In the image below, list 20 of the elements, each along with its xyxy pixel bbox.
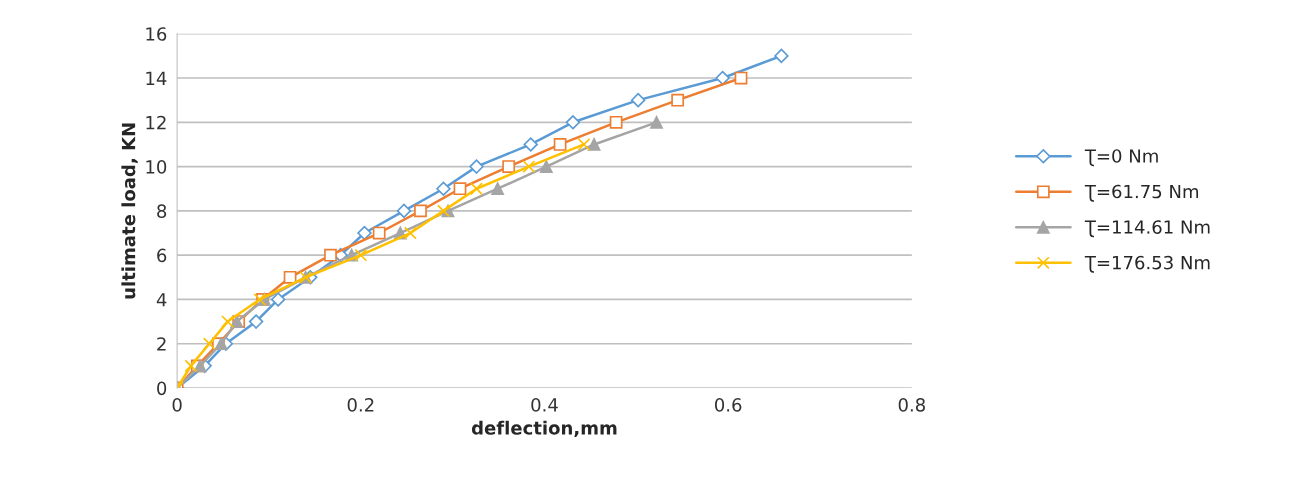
y-axis-title: ultimate load, KN bbox=[121, 123, 138, 299]
x-axis-title: deflection,mm bbox=[471, 420, 617, 438]
y-tick-label: 14 bbox=[146, 71, 167, 85]
legend-label: Ʈ=0 Nm bbox=[1084, 149, 1158, 167]
y-tick-label: 16 bbox=[146, 27, 167, 41]
y-tick-label: 12 bbox=[146, 115, 166, 130]
y-tick-label: 0 bbox=[157, 381, 167, 396]
x-tick-label: 0.4 bbox=[531, 398, 558, 412]
x-tick-label: 0 bbox=[172, 398, 182, 412]
legend-label: Ʈ=61.75 Nm bbox=[1084, 184, 1199, 202]
y-tick-label: 6 bbox=[157, 248, 167, 263]
x-tick-label: 0.2 bbox=[347, 398, 374, 412]
x-tick-label: 0.8 bbox=[898, 398, 925, 412]
legend-label: Ʈ=114.61 Nm bbox=[1084, 220, 1210, 238]
legend-label: Ʈ=176.53 Nm bbox=[1084, 255, 1210, 273]
x-tick-label: 0.6 bbox=[714, 398, 742, 412]
y-tick-label: 10 bbox=[146, 160, 167, 174]
y-tick-label: 8 bbox=[157, 204, 167, 218]
y-tick-label: 2 bbox=[157, 337, 166, 351]
y-tick-label: 4 bbox=[156, 293, 167, 307]
